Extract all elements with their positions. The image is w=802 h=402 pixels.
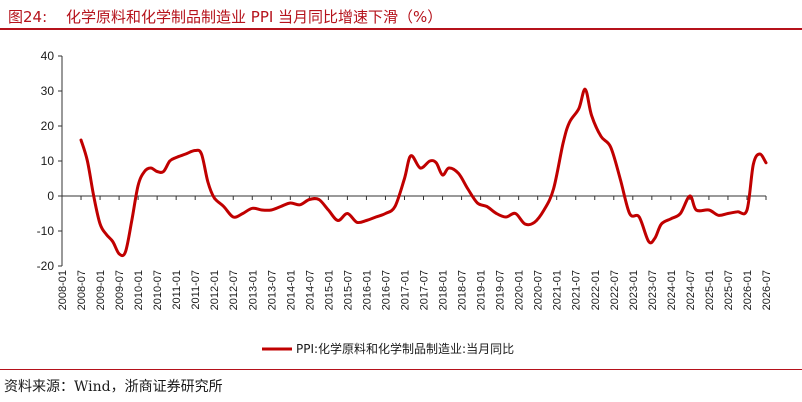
legend-label: PPI:化学原料和化学制品制造业:当月同比 xyxy=(296,341,514,356)
x-tick-label: 2025-07 xyxy=(723,270,735,310)
x-tick-label: 2024-01 xyxy=(666,270,678,310)
x-tick-label: 2010-07 xyxy=(152,270,164,310)
source-note: 资料来源：Wind，浙商证券研究所 xyxy=(4,379,223,395)
x-tick-label: 2017-07 xyxy=(419,270,431,310)
x-tick-label: 2021-01 xyxy=(552,270,564,310)
x-tick-label: 2015-01 xyxy=(323,270,335,310)
x-tick-label: 2012-07 xyxy=(228,270,240,310)
series-line-0 xyxy=(79,87,768,258)
x-tick-label: 2011-07 xyxy=(190,270,202,310)
figure-label: 图24: xyxy=(8,8,48,26)
x-tick-label: 2009-07 xyxy=(114,270,126,310)
x-tick-label: 2022-01 xyxy=(590,270,602,310)
x-tick-label: 2026-01 xyxy=(742,270,754,310)
x-tick-label: 2010-01 xyxy=(133,270,145,310)
x-tick-label: 2019-01 xyxy=(476,270,488,310)
x-tick-label: 2017-01 xyxy=(399,270,411,310)
x-tick-label: 2016-07 xyxy=(380,270,392,310)
header-rule xyxy=(0,28,802,30)
x-tick-label: 2025-01 xyxy=(704,270,716,310)
x-tick-label: 2020-01 xyxy=(514,270,526,310)
x-tick-label: 2015-07 xyxy=(342,270,354,310)
series-layer xyxy=(79,87,768,258)
x-tick-label: 2014-01 xyxy=(285,270,297,310)
x-tick-label: 2022-07 xyxy=(609,270,621,310)
x-tick-label: 2013-07 xyxy=(266,270,278,310)
x-tick-label: 2024-07 xyxy=(685,270,697,310)
y-tick-label: 10 xyxy=(41,154,55,168)
x-tick-label: 2014-07 xyxy=(304,270,316,310)
x-tick-label: 2016-01 xyxy=(361,270,373,310)
x-tick-label: 2011-01 xyxy=(171,270,183,310)
y-axis: -20 -10 0 10 20 30 40 xyxy=(37,49,63,273)
figure-header: 图24: 化学原料和化学制品制造业 PPI 当月同比增速下滑（%） xyxy=(4,2,798,30)
legend: PPI:化学原料和化学制品制造业:当月同比 xyxy=(262,341,514,356)
y-tick-label: 0 xyxy=(47,189,54,203)
x-tick-label: 2023-07 xyxy=(647,270,659,310)
x-tick-label: 2012-01 xyxy=(209,270,221,310)
y-tick-label: 20 xyxy=(41,119,55,133)
x-tick-label: 2008-01 xyxy=(57,270,69,310)
x-axis: 2008-01 2008-07 2009-01 2009-07 2010-01 2010-… xyxy=(57,195,773,310)
x-tick-label: 2009-01 xyxy=(95,270,107,310)
x-tick-label: 2018-07 xyxy=(457,270,469,310)
x-tick-label: 2023-01 xyxy=(628,270,640,310)
y-tick-label: 40 xyxy=(41,49,55,63)
x-tick-label: 2008-07 xyxy=(76,270,88,310)
x-tick-label: 2019-07 xyxy=(495,270,507,310)
y-tick-label: 30 xyxy=(41,84,55,98)
y-tick-label: -10 xyxy=(37,224,55,238)
x-tick-label: 2021-07 xyxy=(571,270,583,310)
x-tick-label: 2020-07 xyxy=(533,270,545,310)
y-tick-label: -20 xyxy=(37,259,55,273)
x-tick-label: 2013-01 xyxy=(247,270,259,310)
footer-rule xyxy=(0,369,802,370)
x-tick-label: 2018-01 xyxy=(438,270,450,310)
x-tick-label: 2026-07 xyxy=(761,270,773,310)
chart-title: 化学原料和化学制品制造业 PPI 当月同比增速下滑（%） xyxy=(66,8,443,26)
